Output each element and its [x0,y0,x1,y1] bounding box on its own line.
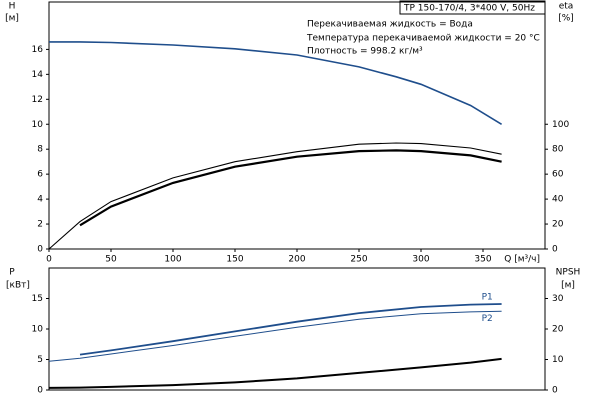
series-line [79,149,502,227]
y-tick-label: 8 [37,145,43,155]
y-tick-label: 14 [32,70,44,80]
x-tick-label: 350 [474,255,491,265]
y2-tick-label: 20 [552,220,564,230]
y2-unit: [%] [558,14,574,24]
series-line [48,142,502,250]
y2-tick-label: 10 [552,355,564,365]
y2-tick-label: 60 [552,170,564,180]
y-label: H [9,2,16,12]
y-tick-label: 12 [32,95,43,105]
y-tick-label: 10 [32,120,44,130]
y-tick-label: 10 [32,325,44,335]
x-tick-label: 250 [350,255,367,265]
y-tick-label: 4 [37,195,43,205]
series-label: P1 [482,292,493,302]
y-unit: [кВт] [6,281,30,291]
x-tick-label: 0 [46,255,52,265]
y-label: P [9,268,15,278]
y2-label: NPSH [556,268,581,278]
y2-tick-label: 20 [552,325,564,335]
info-title: TP 150-170/4, 3*400 V, 50Hz [403,4,535,14]
x-tick-label: 100 [164,255,181,265]
info-line: Перекачиваемая жидкость = Вода [307,20,473,30]
x-label: Q [м³/ч] [504,255,540,265]
y2-tick-label: 80 [552,145,564,155]
y-tick-label: 2 [37,220,43,230]
x-tick-label: 300 [412,255,429,265]
y2-tick-label: 40 [552,195,564,205]
x-tick-label: 200 [288,255,305,265]
y2-tick-label: 0 [552,386,558,396]
info-line: Температура перекачиваемой жидкости = 20… [306,34,540,44]
y2-unit: [м] [561,281,575,291]
x-tick-label: 150 [226,255,243,265]
series-line [48,357,502,389]
y2-tick-label: 100 [552,120,569,130]
y-tick-label: 15 [32,294,43,304]
info-line: Плотность = 998.2 кг/м³ [307,47,423,57]
y-unit: [м] [5,14,19,24]
series-line [48,310,502,362]
y2-tick-label: 0 [552,245,558,255]
y2-tick-label: 30 [552,294,564,304]
x-tick-label: 50 [105,255,117,265]
y-tick-label: 16 [32,45,44,55]
y-tick-label: 0 [37,386,43,396]
y-tick-label: 0 [37,245,43,255]
series-line [49,41,503,125]
plot-frame [48,267,546,391]
series-label: P2 [482,314,493,324]
series-line [79,303,502,356]
y2-label: eta [559,2,574,12]
y-tick-label: 5 [37,355,43,365]
y-tick-label: 6 [37,170,43,180]
